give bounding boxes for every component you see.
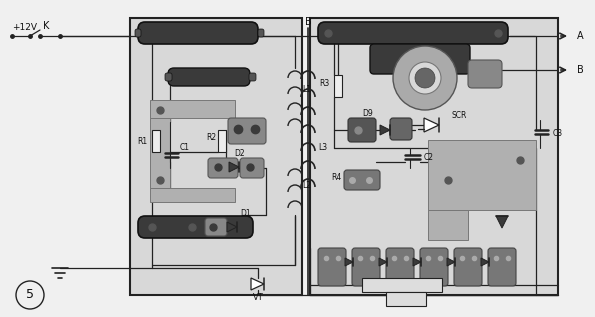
Bar bbox=[386, 292, 426, 306]
Text: C1: C1 bbox=[180, 144, 190, 152]
Text: D1: D1 bbox=[240, 209, 250, 217]
FancyBboxPatch shape bbox=[138, 216, 253, 238]
Polygon shape bbox=[413, 258, 421, 266]
Bar bbox=[152, 130, 160, 152]
FancyBboxPatch shape bbox=[168, 68, 250, 86]
FancyBboxPatch shape bbox=[454, 248, 482, 286]
Polygon shape bbox=[380, 125, 390, 135]
Polygon shape bbox=[379, 258, 387, 266]
FancyBboxPatch shape bbox=[249, 73, 256, 81]
Polygon shape bbox=[447, 258, 455, 266]
Text: SCR: SCR bbox=[452, 112, 468, 120]
Text: D9: D9 bbox=[362, 108, 374, 118]
Text: B: B bbox=[577, 65, 584, 75]
Bar bbox=[428, 140, 536, 210]
FancyBboxPatch shape bbox=[135, 29, 141, 37]
Bar bbox=[310, 18, 558, 295]
Circle shape bbox=[415, 68, 435, 88]
FancyBboxPatch shape bbox=[386, 248, 414, 286]
Polygon shape bbox=[424, 118, 439, 132]
Text: VT: VT bbox=[253, 294, 264, 302]
Polygon shape bbox=[496, 216, 508, 228]
Text: C2: C2 bbox=[424, 153, 434, 163]
FancyBboxPatch shape bbox=[208, 158, 238, 178]
FancyBboxPatch shape bbox=[344, 170, 380, 190]
Text: R3: R3 bbox=[320, 80, 330, 88]
FancyBboxPatch shape bbox=[240, 158, 264, 178]
Text: K: K bbox=[43, 21, 49, 31]
FancyBboxPatch shape bbox=[318, 248, 346, 286]
Text: 5: 5 bbox=[26, 288, 34, 301]
Bar bbox=[428, 210, 468, 240]
Text: L3: L3 bbox=[318, 144, 327, 152]
Bar bbox=[334, 75, 342, 97]
Polygon shape bbox=[227, 222, 237, 232]
Polygon shape bbox=[251, 278, 264, 290]
Polygon shape bbox=[345, 258, 353, 266]
FancyBboxPatch shape bbox=[138, 22, 258, 44]
FancyBboxPatch shape bbox=[370, 44, 470, 74]
Bar bbox=[150, 100, 235, 118]
Circle shape bbox=[409, 62, 441, 94]
FancyBboxPatch shape bbox=[352, 248, 380, 286]
FancyBboxPatch shape bbox=[390, 118, 412, 140]
FancyBboxPatch shape bbox=[205, 218, 227, 236]
Bar bbox=[150, 118, 170, 188]
FancyBboxPatch shape bbox=[165, 73, 172, 81]
Circle shape bbox=[393, 46, 457, 110]
Text: D3～D8: D3～D8 bbox=[389, 280, 415, 288]
Text: L2: L2 bbox=[302, 180, 311, 190]
Text: A: A bbox=[577, 31, 584, 41]
FancyBboxPatch shape bbox=[420, 248, 448, 286]
FancyBboxPatch shape bbox=[348, 118, 376, 142]
Text: C3: C3 bbox=[553, 128, 563, 138]
Bar bbox=[362, 278, 442, 292]
Text: W: W bbox=[402, 294, 410, 302]
Polygon shape bbox=[229, 162, 239, 172]
FancyBboxPatch shape bbox=[258, 29, 264, 37]
Bar bbox=[218, 130, 226, 152]
Text: R4: R4 bbox=[331, 173, 341, 183]
FancyBboxPatch shape bbox=[318, 22, 508, 44]
FancyBboxPatch shape bbox=[228, 118, 266, 144]
FancyBboxPatch shape bbox=[488, 248, 516, 286]
Text: L1: L1 bbox=[302, 86, 311, 94]
Text: R2: R2 bbox=[206, 133, 216, 143]
Text: D2: D2 bbox=[234, 148, 245, 158]
Text: +12V: +12V bbox=[12, 23, 37, 33]
Bar bbox=[130, 18, 302, 295]
Polygon shape bbox=[481, 258, 489, 266]
FancyBboxPatch shape bbox=[468, 60, 502, 88]
Text: B: B bbox=[305, 17, 311, 27]
Bar bbox=[150, 188, 235, 202]
Text: R1: R1 bbox=[137, 137, 147, 146]
